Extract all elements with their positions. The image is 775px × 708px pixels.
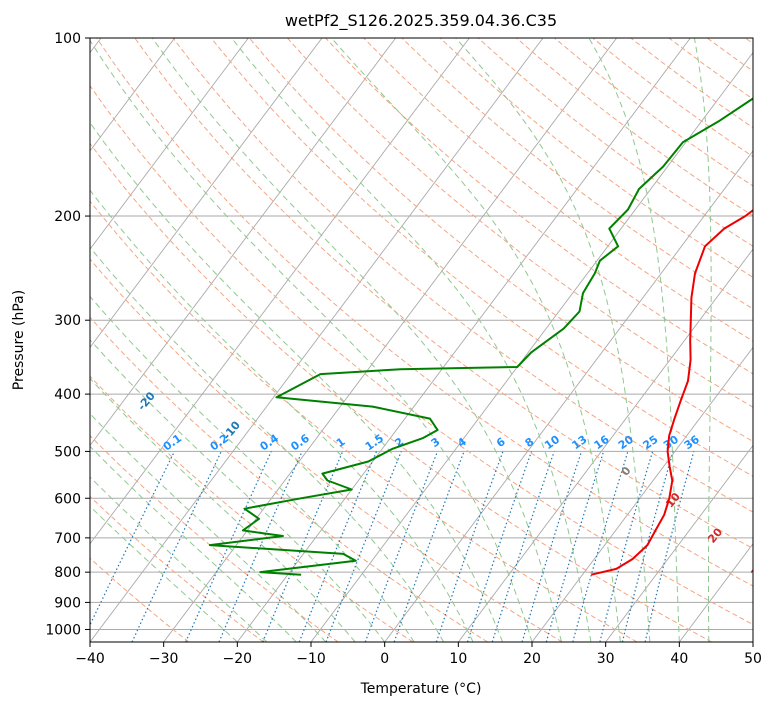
sounding-profiles (208, 97, 753, 576)
dry-adiabat-line (90, 200, 638, 642)
y-axis-label: Pressure (hPa) (11, 290, 27, 390)
isotherm-line (90, 38, 397, 447)
moist-adiabat-line (331, 38, 621, 642)
moist-adiabat-line (90, 189, 474, 642)
y-tick-label: 200 (54, 209, 81, 225)
mixing-ratio-line (621, 451, 674, 642)
isotherm-line (236, 38, 691, 642)
dewpoint-profile-line (208, 97, 753, 576)
dry-adiabat-line (401, 38, 753, 310)
y-tick-label: 100 (54, 31, 81, 47)
adiabat-label: 30 (748, 560, 768, 580)
moist-adiabat-line (90, 121, 503, 642)
moist-adiabat-line (90, 445, 297, 642)
moist-adiabat-line (693, 38, 712, 642)
x-axis-ticks: −40 −30 −20 −10 0 10 20 30 40 50 (75, 642, 762, 667)
mixing-ratio-line (521, 451, 583, 642)
mixing-ratio-line (644, 451, 695, 642)
x-tick-label: −30 (149, 651, 179, 667)
dry-adiabat-line (90, 435, 339, 642)
mixing-ratio-line (325, 451, 402, 642)
y-tick-label: 900 (54, 595, 81, 611)
dry-adiabat-line (90, 316, 488, 642)
moist-adiabat-line (90, 39, 533, 642)
mixing-ratio-line (364, 451, 439, 642)
dry-adiabat-line (96, 38, 753, 587)
y-tick-label: 1000 (45, 622, 81, 638)
moist-adiabat-line (588, 38, 680, 642)
dry-adiabat-line (363, 38, 753, 342)
x-axis-label: Temperature (°C) (360, 681, 482, 697)
mixing-ratio-line (262, 451, 344, 642)
mixing-ratio-line (599, 451, 654, 642)
plot-frame (89, 37, 754, 643)
moist-adiabat-line (90, 413, 327, 642)
x-tick-label: 30 (597, 651, 615, 667)
isotherm-line (90, 38, 176, 152)
y-tick-label: 300 (54, 313, 81, 329)
isotherm-line (90, 38, 470, 545)
isotherm-line (531, 346, 753, 642)
pressure-gridlines (90, 38, 753, 630)
dry-adiabat-line (248, 38, 753, 442)
y-axis-ticks: 100 200 300 400 500 600 700 800 900 1000 (45, 31, 90, 638)
moist-adiabat-line (90, 295, 415, 642)
moist-adiabat-line (151, 38, 562, 642)
x-tick-label: −20 (223, 651, 253, 667)
mixing-ratio-line (435, 451, 504, 642)
y-tick-label: 800 (54, 565, 81, 581)
mixing-ratio-line (185, 451, 272, 642)
dry-adiabat-line (325, 38, 753, 375)
x-tick-label: 10 (449, 651, 467, 667)
dry-adiabat-line (90, 142, 712, 642)
moist-adiabat-line (455, 38, 651, 642)
mixing-ratio-line (491, 451, 555, 642)
y-tick-label: 500 (54, 444, 81, 460)
dry-adiabat-line (210, 38, 753, 477)
x-tick-label: 40 (670, 651, 688, 667)
mixing-ratio-line (572, 451, 629, 642)
mixing-ratio-line (545, 451, 605, 642)
y-tick-label: 400 (54, 387, 81, 403)
isotherm-line (90, 38, 249, 250)
moist-adiabat-line (90, 476, 268, 642)
chart-title: wetPf2_S126.2025.359.04.36.C35 (285, 11, 557, 31)
x-tick-label: 0 (380, 651, 389, 667)
moist-adiabat-line (90, 505, 238, 642)
dry-adiabat-line (134, 38, 753, 550)
mixing-ratio-line (466, 451, 533, 642)
x-tick-label: 50 (744, 651, 762, 667)
mixing-ratio-line (218, 451, 303, 642)
moist-adiabat-line (231, 38, 592, 642)
moist-adiabat-lines (90, 38, 712, 642)
mixing-ratio-line (393, 451, 465, 642)
y-tick-label: 700 (54, 531, 81, 547)
temperature-profile-line (591, 208, 753, 576)
y-tick-label: 600 (54, 491, 81, 507)
isotherm-line (90, 38, 544, 642)
x-tick-label: −10 (296, 651, 326, 667)
isotherm-line (384, 150, 753, 642)
isotherm-line (90, 38, 323, 349)
dry-adiabat-line (90, 557, 190, 642)
dry-adiabat-line (90, 84, 753, 626)
x-tick-label: 20 (523, 651, 541, 667)
plot-area: 0.10.20.40.611.52346810131620253036-100-… (90, 38, 768, 642)
moist-adiabat-line (90, 377, 356, 642)
dry-adiabat-lines (90, 38, 753, 642)
moist-adiabat-line (90, 339, 386, 642)
dry-adiabat-line (90, 375, 414, 642)
isotherm-line (605, 444, 753, 642)
dry-adiabat-line (90, 258, 563, 642)
x-tick-label: −40 (75, 651, 105, 667)
